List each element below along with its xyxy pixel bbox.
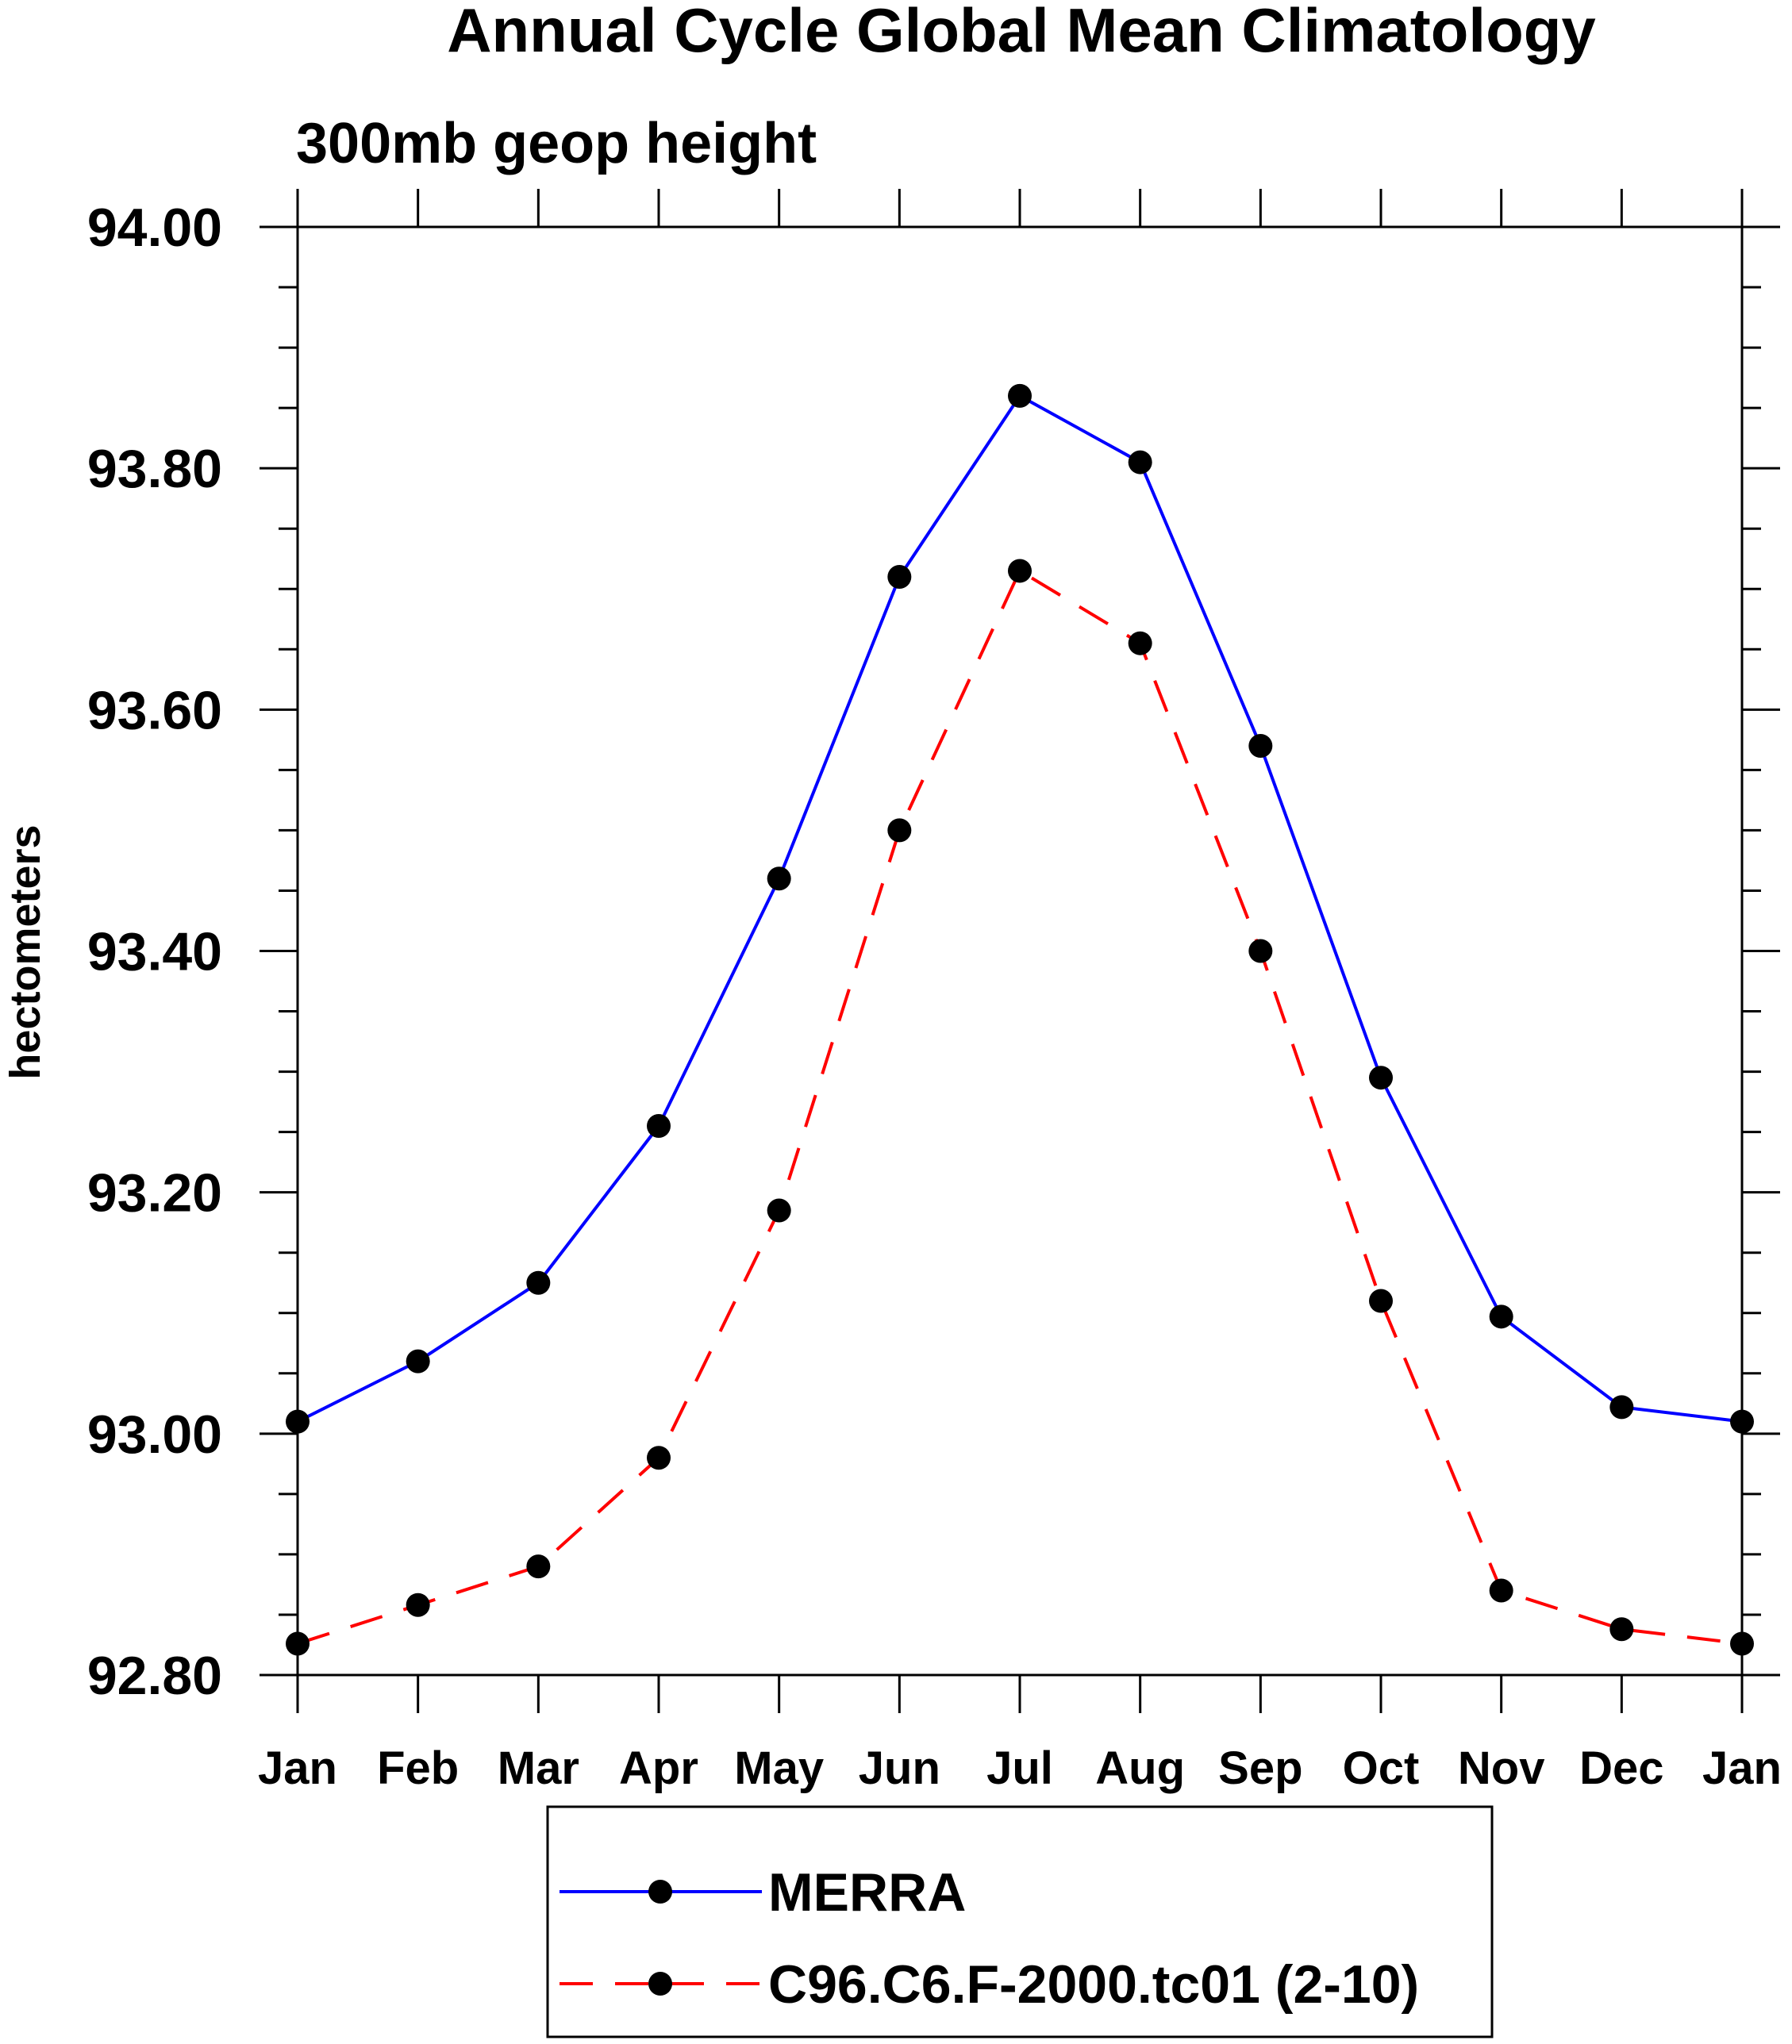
x-tick-label: May bbox=[734, 1742, 824, 1794]
x-tick-label: Mar bbox=[498, 1742, 579, 1794]
legend-marker bbox=[648, 1880, 672, 1904]
data-point bbox=[1248, 939, 1273, 963]
data-point bbox=[647, 1446, 671, 1470]
data-point bbox=[406, 1593, 430, 1617]
data-point bbox=[887, 565, 912, 590]
series-line bbox=[297, 394, 1743, 1424]
data-point bbox=[526, 1270, 551, 1295]
x-tick-label: Feb bbox=[377, 1742, 459, 1794]
data-point bbox=[1008, 559, 1032, 583]
data-point bbox=[887, 818, 912, 843]
legend-label: MERRA bbox=[768, 1862, 966, 1923]
x-tick-label: Oct bbox=[1343, 1742, 1420, 1794]
data-point bbox=[1369, 1066, 1393, 1090]
series-1 bbox=[286, 559, 1754, 1656]
data-point bbox=[526, 1554, 551, 1579]
plot-frame bbox=[296, 225, 1744, 1677]
x-tick-label: Jun bbox=[859, 1742, 940, 1794]
y-tick-label: 94.00 bbox=[87, 198, 222, 258]
legend-marker bbox=[648, 1972, 672, 1996]
data-point bbox=[1248, 733, 1273, 758]
chart-subtitle: 300mb geop height bbox=[296, 112, 817, 175]
x-tick-label: Dec bbox=[1579, 1742, 1663, 1794]
chart-title: Annual Cycle Global Mean Climatology bbox=[447, 0, 1596, 65]
data-point bbox=[1369, 1289, 1393, 1313]
data-point bbox=[406, 1349, 430, 1374]
y-tick-label: 93.20 bbox=[87, 1163, 222, 1224]
x-tick-label: Jan bbox=[1702, 1742, 1782, 1794]
x-tick-label: Nov bbox=[1458, 1742, 1545, 1794]
x-tick-label: Jul bbox=[986, 1742, 1053, 1794]
y-tick-label: 93.00 bbox=[87, 1404, 222, 1465]
data-point bbox=[1489, 1304, 1513, 1329]
x-tick-label: Apr bbox=[619, 1742, 698, 1794]
axis-ticks: 92.80 93.00 93.20 93.40 93.60 93.80 94.00 Jan Fe… bbox=[87, 189, 1782, 1794]
y-tick-label: 93.60 bbox=[87, 680, 222, 740]
x-tick-label: Aug bbox=[1095, 1742, 1185, 1794]
legend-box bbox=[546, 1805, 1494, 2038]
x-tick-label: Sep bbox=[1218, 1742, 1302, 1794]
data-point bbox=[1128, 450, 1152, 474]
data-point bbox=[1489, 1578, 1513, 1603]
data-point bbox=[1609, 1395, 1634, 1420]
data-point bbox=[767, 1198, 791, 1223]
y-tick-label: 93.80 bbox=[87, 439, 222, 499]
y-axis-label: hectometers bbox=[2, 824, 49, 1079]
data-point bbox=[767, 866, 791, 891]
data-point bbox=[1008, 383, 1032, 408]
data-point bbox=[1609, 1617, 1634, 1642]
y-tick-label: 92.80 bbox=[87, 1646, 222, 1706]
series-layer bbox=[286, 383, 1754, 1656]
data-point bbox=[1128, 631, 1152, 655]
y-tick-label: 93.40 bbox=[87, 922, 222, 982]
series-0 bbox=[286, 383, 1754, 1434]
legend-label: C96.C6.F-2000.tc01 (2-10) bbox=[768, 1954, 1419, 2015]
x-tick-label: Jan bbox=[258, 1742, 337, 1794]
series-line bbox=[297, 568, 1743, 1646]
data-point bbox=[647, 1114, 671, 1139]
legend: MERRA C96.C6.F-2000.tc01 (2-10) bbox=[546, 1805, 1494, 2038]
